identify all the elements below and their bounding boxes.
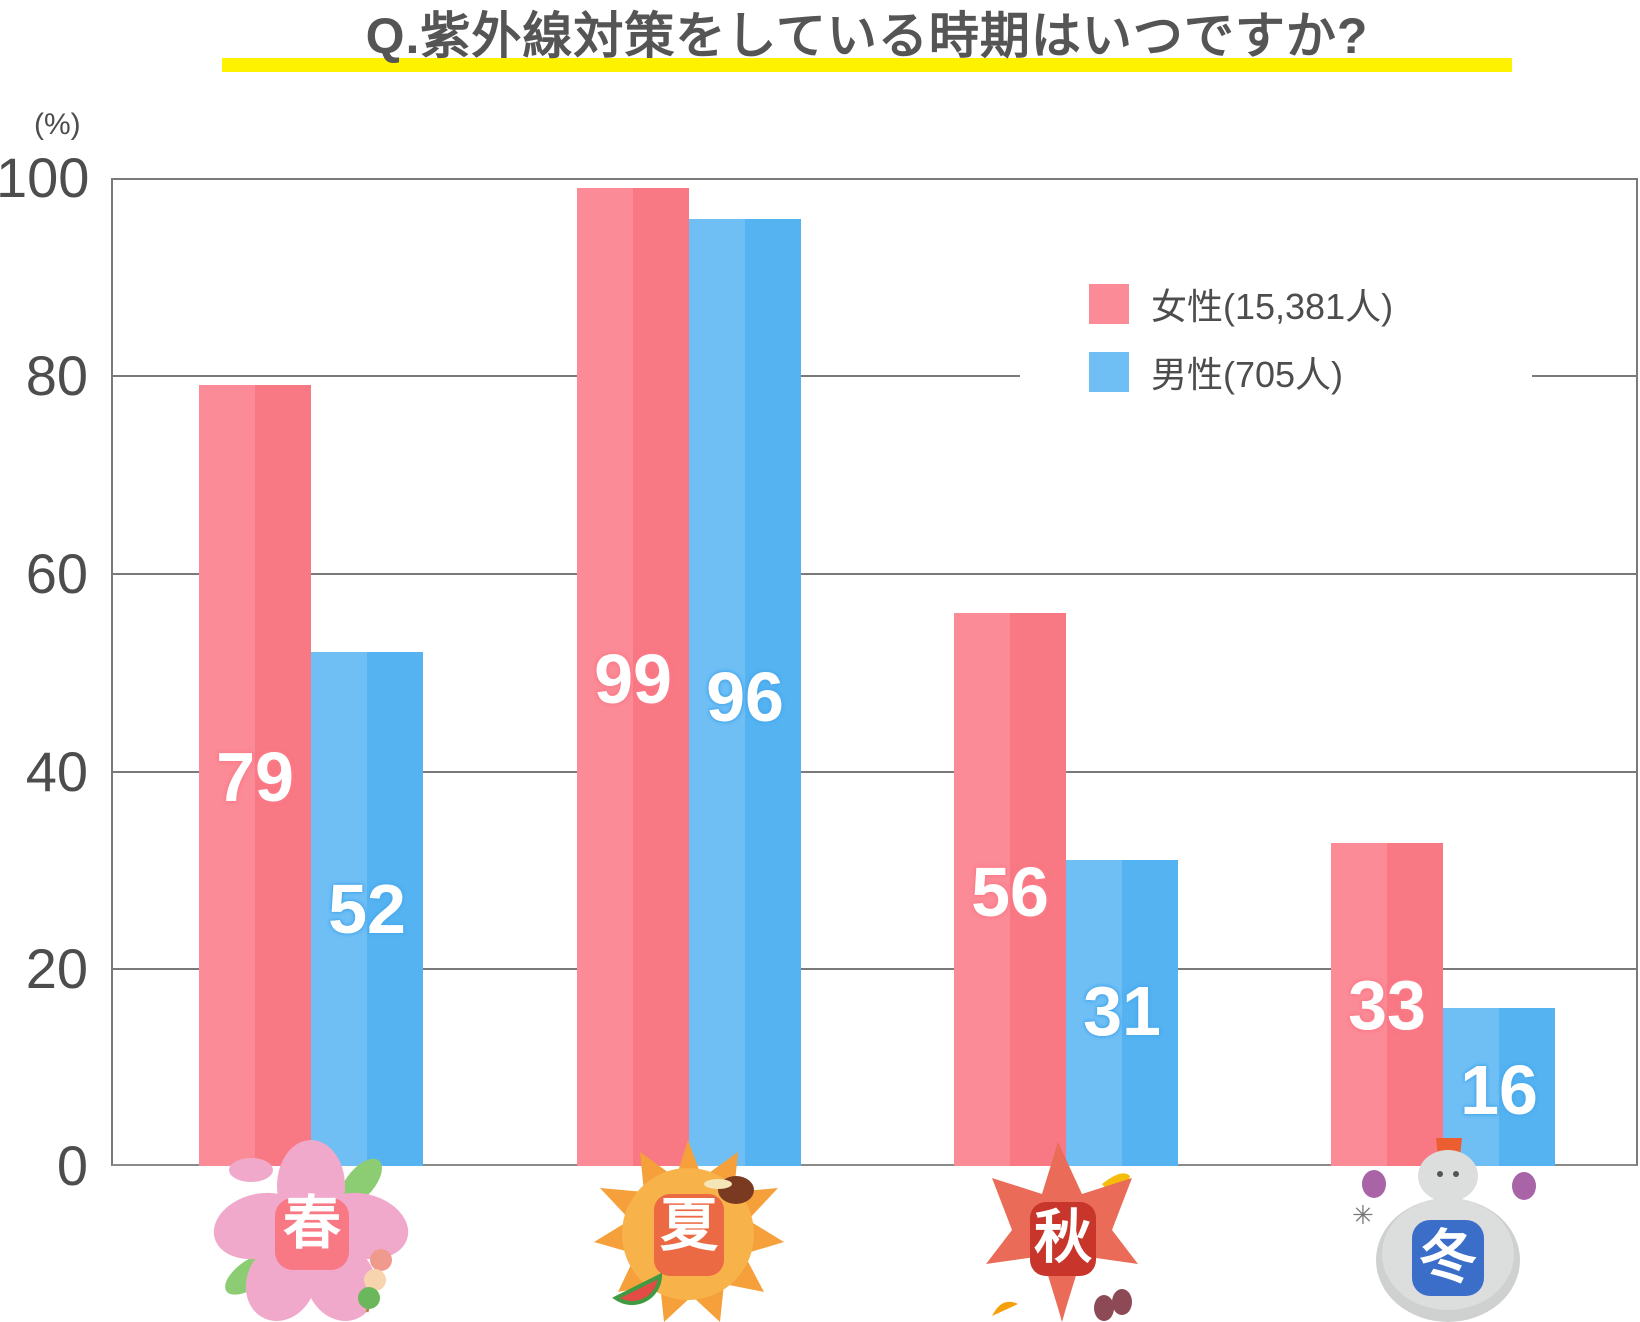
bar-summer-male (689, 219, 801, 1166)
cherry-blossom-icon (213, 1140, 409, 1321)
chart-title: Q.紫外線対策をしている時期はいつですか? (365, 8, 1369, 64)
y-tick-20: 20 (25, 937, 88, 1000)
value-label-spring-female: 79 (216, 738, 294, 816)
value-label-autumn-female: 56 (971, 853, 1049, 931)
season-label-spring: 春 (282, 1191, 342, 1256)
season-summer: 夏 (588, 1138, 788, 1322)
y-axis-unit: (%) (34, 108, 81, 141)
sun-icon (594, 1140, 784, 1322)
value-label-summer-female: 99 (594, 640, 672, 718)
y-tick-40: 40 (25, 740, 88, 803)
value-label-summer-male: 96 (706, 658, 784, 736)
legend-label-male: 男性(705人) (1151, 354, 1344, 395)
y-tick-80: 80 (25, 344, 88, 407)
y-tick-60: 60 (25, 542, 88, 605)
gridline-60 (111, 573, 1638, 575)
snowman-icon: ✳ (1352, 1138, 1536, 1322)
plot-area (111, 178, 1638, 1166)
bar-autumn-male (1066, 860, 1178, 1166)
legend-swatch-female (1089, 284, 1129, 324)
bar-summer-female (577, 188, 689, 1166)
chart-title-container: Q.紫外線対策をしている時期はいつですか? (222, 4, 1512, 72)
gridline-20 (111, 968, 1638, 970)
season-winter: ✳ 冬 (1344, 1138, 1544, 1322)
value-label-winter-male: 16 (1460, 1051, 1538, 1129)
gridline-80 (111, 375, 1638, 377)
value-label-winter-female: 33 (1348, 966, 1426, 1044)
season-autumn: 秋 (962, 1138, 1162, 1322)
y-tick-100: 100 (0, 146, 90, 209)
bar-autumn-female (954, 613, 1066, 1166)
season-label-summer: 夏 (659, 1193, 719, 1258)
bar-winter-female (1331, 843, 1443, 1166)
season-label-winter: 冬 (1418, 1225, 1478, 1290)
bar-spring-male (311, 652, 423, 1166)
title-highlight (222, 58, 1512, 72)
season-label-autumn: 秋 (1033, 1205, 1093, 1270)
maple-leaf-icon (986, 1142, 1138, 1322)
bar-spring-female (199, 385, 311, 1166)
legend: 女性(15,381人) 男性(705人) (1020, 270, 1532, 410)
legend-item-male: 男性(705人) (1089, 350, 1343, 395)
svg-text:✳: ✳ (1352, 1201, 1374, 1231)
y-tick-0: 0 (56, 1134, 88, 1197)
season-spring: 春 (211, 1138, 411, 1322)
legend-label-female: 女性(15,381人) (1151, 286, 1394, 327)
value-label-autumn-male: 31 (1083, 972, 1161, 1050)
legend-swatch-male (1089, 352, 1129, 392)
legend-item-female: 女性(15,381人) (1089, 282, 1393, 327)
gridline-40 (111, 771, 1638, 773)
value-label-spring-male: 52 (328, 870, 406, 948)
